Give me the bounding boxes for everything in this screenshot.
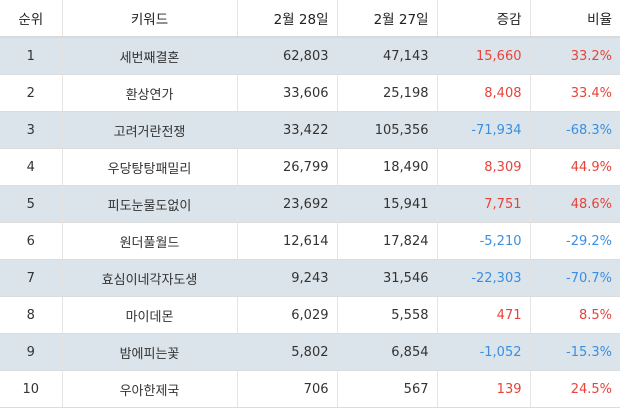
table-row: 2 환상연가 33,606 25,198 8,408 33.4%	[0, 74, 620, 112]
table-row: 5 피도눈물도없이 23,692 15,941 7,751 48.6%	[0, 185, 620, 223]
header-feb27: 2월 27일	[337, 0, 438, 38]
cell-change: -5,210	[437, 222, 531, 260]
cell-keyword: 고려거란전쟁	[62, 111, 238, 149]
cell-feb27: 47,143	[337, 37, 438, 75]
cell-rank: 1	[0, 37, 63, 75]
cell-ratio: 48.6%	[530, 185, 620, 223]
cell-feb27: 31,546	[337, 259, 438, 297]
cell-feb28: 33,422	[237, 111, 338, 149]
cell-feb28: 6,029	[237, 296, 338, 334]
cell-feb27: 17,824	[337, 222, 438, 260]
header-ratio: 비율	[530, 0, 620, 38]
cell-rank: 10	[0, 370, 63, 408]
cell-feb28: 12,614	[237, 222, 338, 260]
cell-rank: 4	[0, 148, 63, 186]
cell-feb28: 5,802	[237, 333, 338, 371]
cell-rank: 8	[0, 296, 63, 334]
cell-change: 15,660	[437, 37, 531, 75]
table-row: 9 밤에피는꽃 5,802 6,854 -1,052 -15.3%	[0, 333, 620, 371]
cell-ratio: 33.2%	[530, 37, 620, 75]
cell-feb28: 23,692	[237, 185, 338, 223]
cell-change: 471	[437, 296, 531, 334]
cell-keyword: 마이데몬	[62, 296, 238, 334]
cell-ratio: -29.2%	[530, 222, 620, 260]
cell-change: -1,052	[437, 333, 531, 371]
header-keyword: 키워드	[62, 0, 238, 38]
cell-ratio: -15.3%	[530, 333, 620, 371]
header-row: 순위 키워드 2월 28일 2월 27일 증감 비율	[0, 0, 620, 38]
cell-ratio: 44.9%	[530, 148, 620, 186]
table-row: 4 우당탕탕패밀리 26,799 18,490 8,309 44.9%	[0, 148, 620, 186]
cell-keyword: 원더풀월드	[62, 222, 238, 260]
cell-ratio: 24.5%	[530, 370, 620, 408]
table-header: 순위 키워드 2월 28일 2월 27일 증감 비율	[0, 0, 620, 38]
cell-change: 8,408	[437, 74, 531, 112]
cell-feb28: 33,606	[237, 74, 338, 112]
cell-rank: 6	[0, 222, 63, 260]
cell-rank: 7	[0, 259, 63, 297]
cell-ratio: 8.5%	[530, 296, 620, 334]
cell-feb27: 5,558	[337, 296, 438, 334]
cell-ratio: -70.7%	[530, 259, 620, 297]
cell-rank: 2	[0, 74, 63, 112]
cell-keyword: 환상연가	[62, 74, 238, 112]
cell-feb27: 105,356	[337, 111, 438, 149]
header-rank: 순위	[0, 0, 63, 38]
cell-rank: 3	[0, 111, 63, 149]
cell-change: 139	[437, 370, 531, 408]
table-row: 3 고려거란전쟁 33,422 105,356 -71,934 -68.3%	[0, 111, 620, 149]
table-body: 1 세번째결혼 62,803 47,143 15,660 33.2% 2 환상연가 33,606…	[0, 37, 620, 408]
cell-change: -71,934	[437, 111, 531, 149]
cell-change: 7,751	[437, 185, 531, 223]
table-row: 8 마이데몬 6,029 5,558 471 8.5%	[0, 296, 620, 334]
cell-keyword: 효심이네각자도생	[62, 259, 238, 297]
table-row: 6 원더풀월드 12,614 17,824 -5,210 -29.2%	[0, 222, 620, 260]
cell-feb28: 62,803	[237, 37, 338, 75]
cell-keyword: 피도눈물도없이	[62, 185, 238, 223]
header-feb28: 2월 28일	[237, 0, 338, 38]
cell-feb27: 567	[337, 370, 438, 408]
table-row: 10 우아한제국 706 567 139 24.5%	[0, 370, 620, 408]
cell-rank: 5	[0, 185, 63, 223]
cell-feb27: 15,941	[337, 185, 438, 223]
cell-change: -22,303	[437, 259, 531, 297]
cell-feb27: 25,198	[337, 74, 438, 112]
cell-keyword: 밤에피는꽃	[62, 333, 238, 371]
cell-keyword: 세번째결혼	[62, 37, 238, 75]
cell-keyword: 우당탕탕패밀리	[62, 148, 238, 186]
table-row: 7 효심이네각자도생 9,243 31,546 -22,303 -70.7%	[0, 259, 620, 297]
cell-change: 8,309	[437, 148, 531, 186]
header-change: 증감	[437, 0, 531, 38]
cell-feb27: 6,854	[337, 333, 438, 371]
cell-feb28: 9,243	[237, 259, 338, 297]
cell-keyword: 우아한제국	[62, 370, 238, 408]
cell-ratio: 33.4%	[530, 74, 620, 112]
cell-rank: 9	[0, 333, 63, 371]
cell-ratio: -68.3%	[530, 111, 620, 149]
cell-feb28: 706	[237, 370, 338, 408]
table-row: 1 세번째결혼 62,803 47,143 15,660 33.2%	[0, 37, 620, 75]
cell-feb27: 18,490	[337, 148, 438, 186]
cell-feb28: 26,799	[237, 148, 338, 186]
